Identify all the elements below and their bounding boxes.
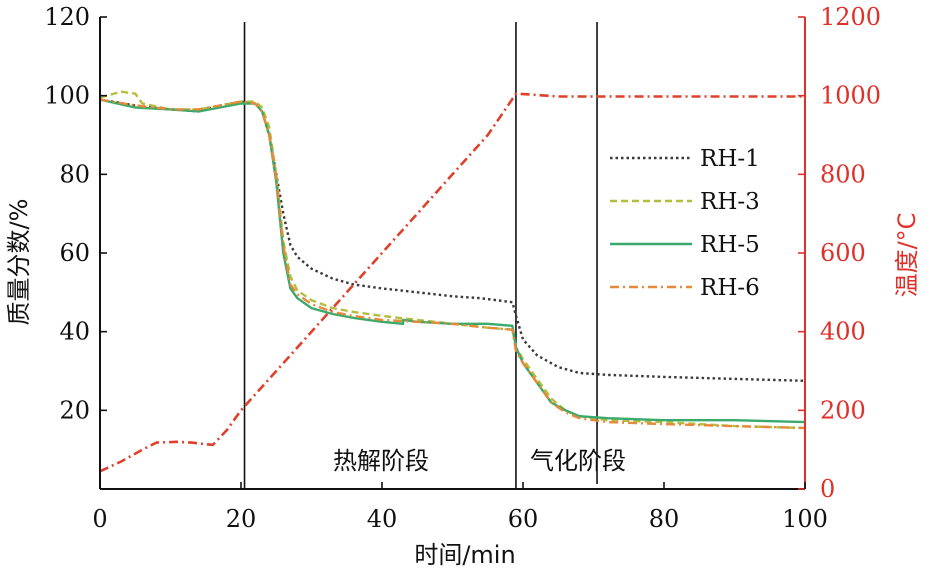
right-tick-label: 600 xyxy=(820,239,866,267)
bottom-tick-label: 0 xyxy=(92,505,107,533)
bottom-tick-label: 60 xyxy=(508,505,539,533)
bottom-tick-label: 100 xyxy=(782,505,828,533)
bottom-axis-ticks: 0 20 40 60 80 100 xyxy=(92,482,828,533)
right-tick-label: 0 xyxy=(820,475,835,503)
legend-label-rh-3: RH-3 xyxy=(700,189,760,215)
left-tick-label: 100 xyxy=(44,82,90,110)
legend: RH-1 RH-3 RH-5 RH-6 xyxy=(610,146,760,301)
x-axis-label: 时间/min xyxy=(414,541,515,569)
series-layer xyxy=(99,90,806,473)
bottom-tick-label: 20 xyxy=(226,505,257,533)
annotation-pyrolysis: 热解阶段 xyxy=(333,447,429,475)
series-line-rh-3 xyxy=(99,90,806,430)
phase-divider-lines xyxy=(243,22,598,489)
bottom-tick-label: 40 xyxy=(367,505,398,533)
left-tick-label: 120 xyxy=(44,3,90,31)
y-axis-label-right: 温度/°C xyxy=(893,213,921,298)
legend-label-rh-1: RH-1 xyxy=(700,146,760,172)
annotation-gasification: 气化阶段 xyxy=(530,447,626,475)
left-tick-label: 40 xyxy=(59,318,90,346)
right-tick-label: 200 xyxy=(820,396,866,424)
left-tick-label: 60 xyxy=(59,239,90,267)
y-axis-label: 质量分数/% xyxy=(5,199,33,326)
legend-label-rh-6: RH-6 xyxy=(700,275,760,301)
right-tick-label: 800 xyxy=(820,160,866,188)
right-tick-label: 1200 xyxy=(820,3,881,31)
right-tick-label: 1000 xyxy=(820,82,881,110)
legend-label-rh-5: RH-5 xyxy=(700,232,760,258)
right-axis-ticks: 0 200 400 600 800 1000 1200 xyxy=(798,3,881,503)
left-tick-label: 80 xyxy=(59,160,90,188)
left-tick-label: 20 xyxy=(59,396,90,424)
right-tick-label: 400 xyxy=(820,318,866,346)
bottom-tick-label: 80 xyxy=(649,505,680,533)
left-axis-ticks: 20 40 60 80 100 120 xyxy=(44,3,107,424)
series-line-温度 xyxy=(99,92,805,473)
